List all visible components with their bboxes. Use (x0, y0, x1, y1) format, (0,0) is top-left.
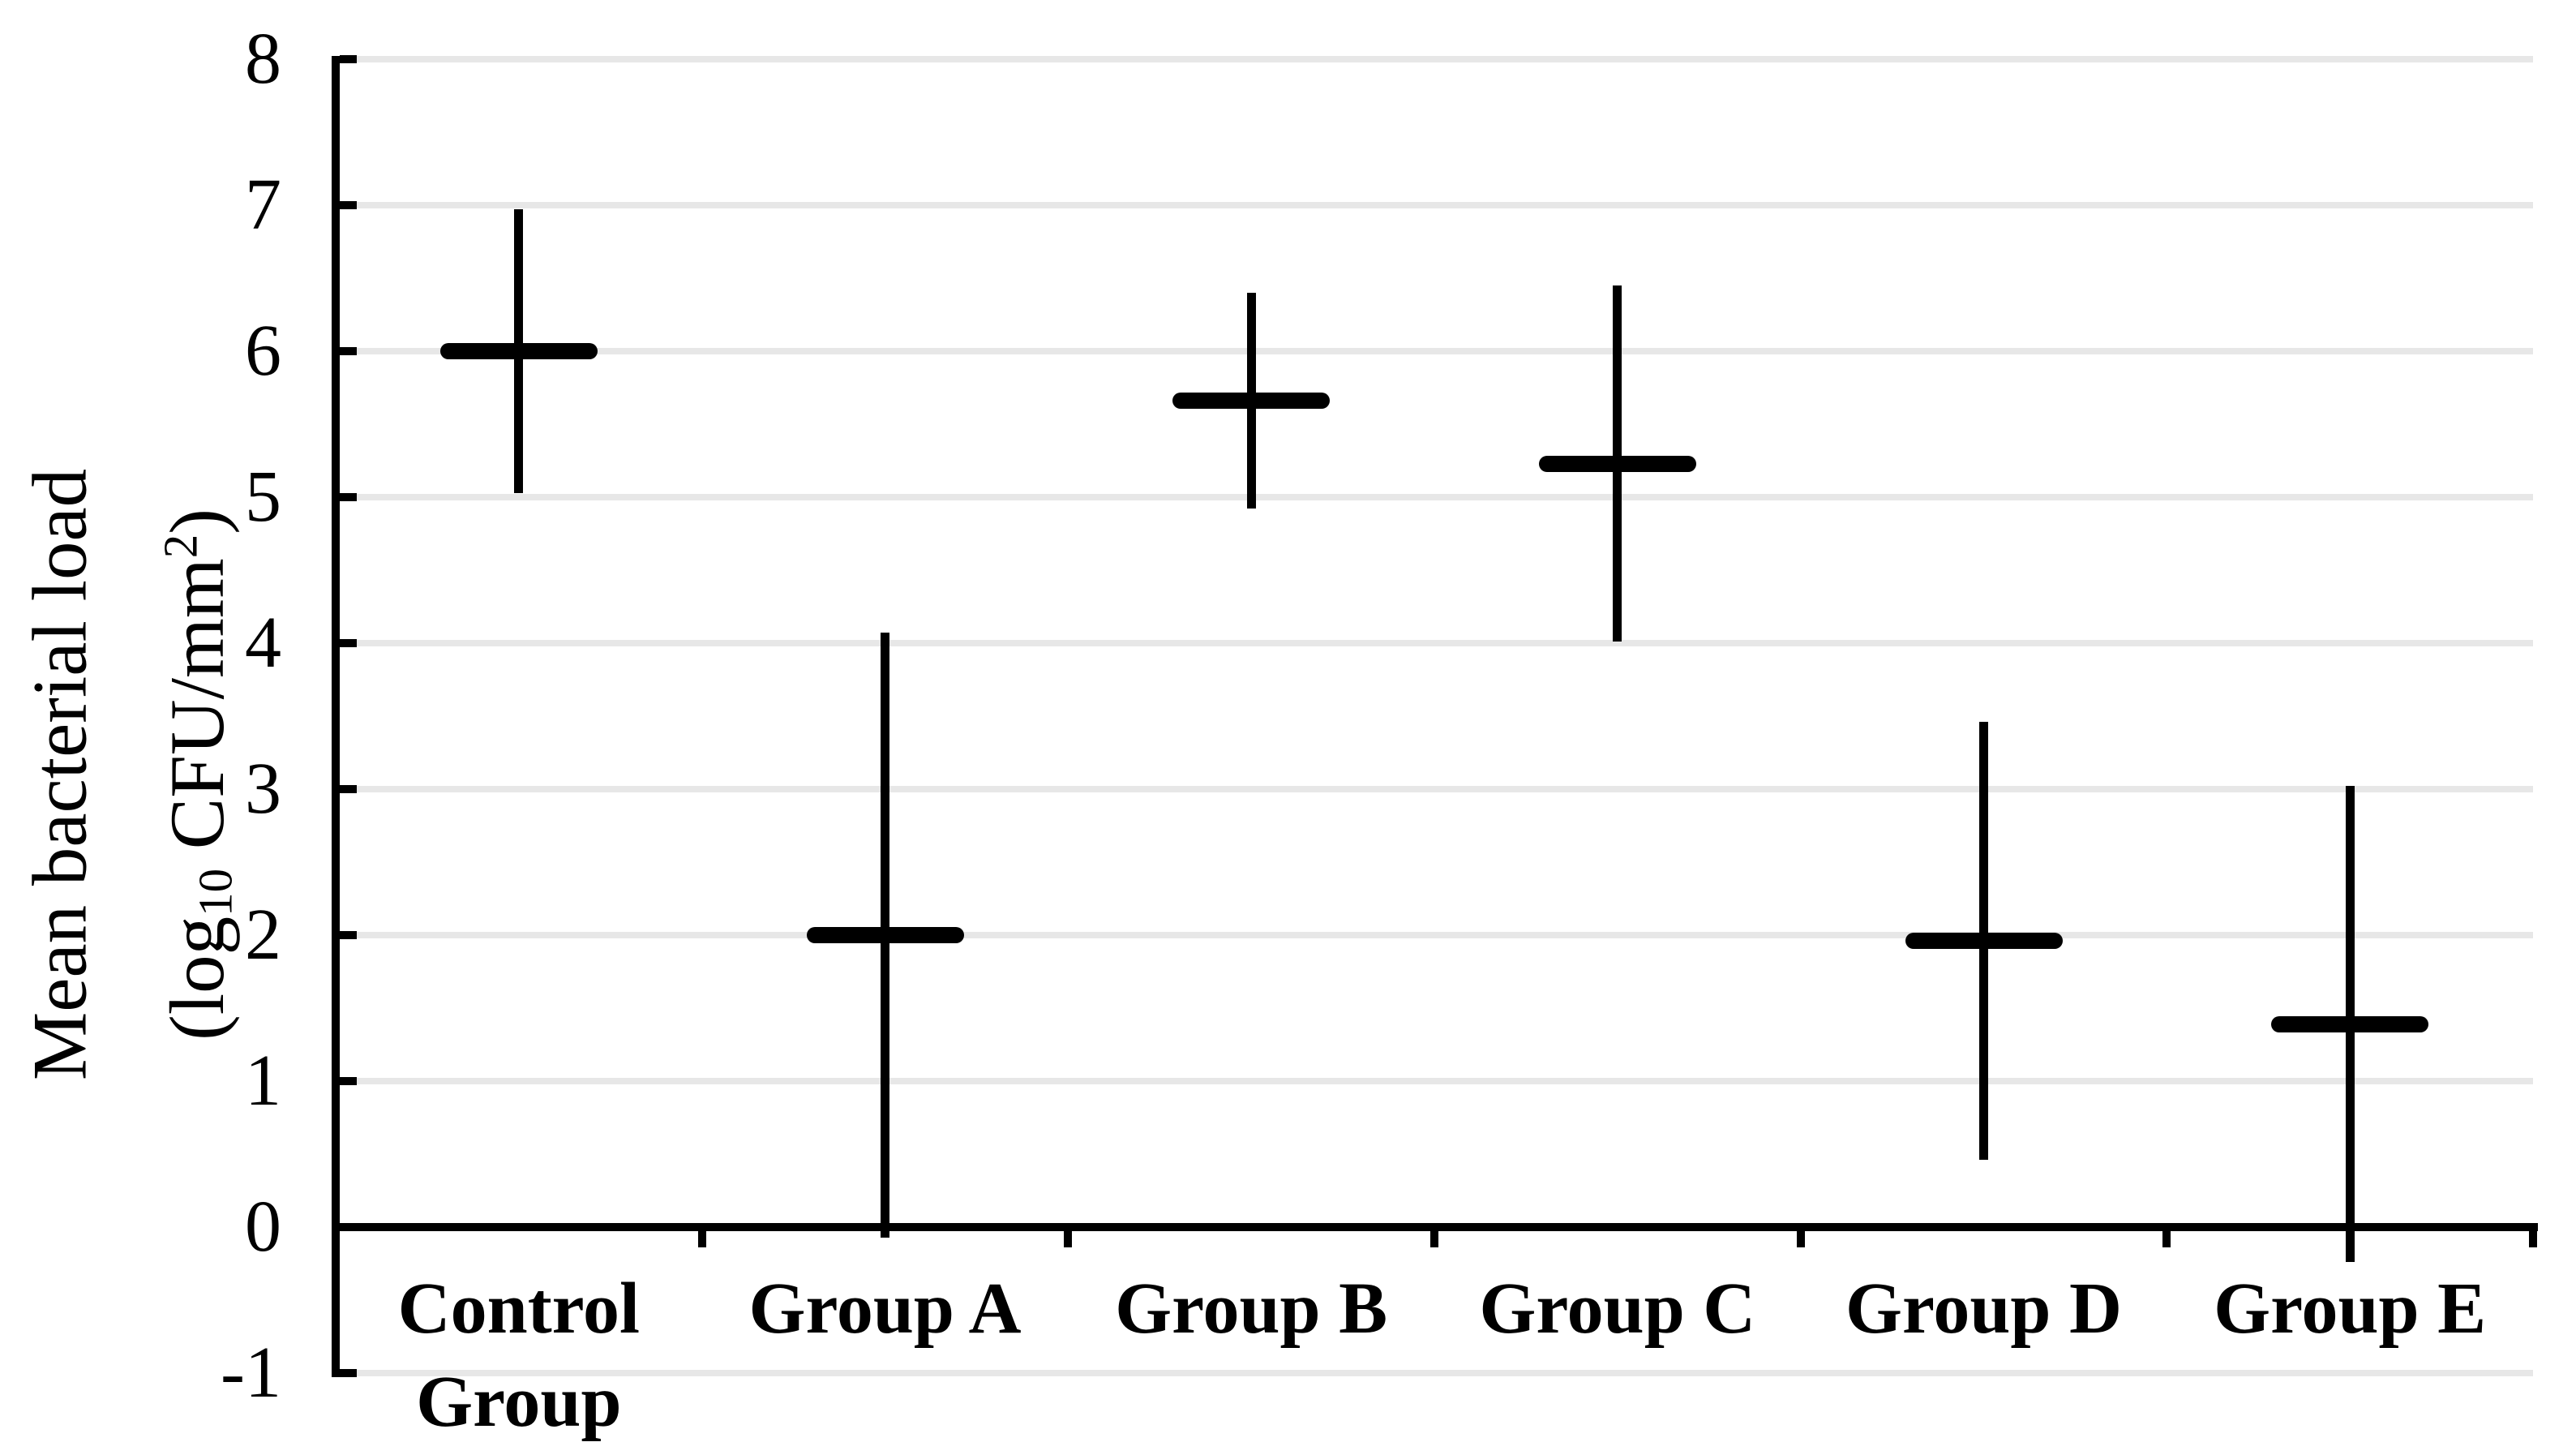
gridline (336, 1078, 2533, 1084)
y-tick (340, 1077, 357, 1085)
mean-marker (806, 927, 964, 943)
y-tick (340, 347, 357, 355)
gridline (336, 494, 2533, 500)
x-boundary-tick (1430, 1231, 1438, 1247)
x-boundary-tick (1064, 1231, 1073, 1247)
gridline (336, 1370, 2533, 1376)
y-axis-line (332, 56, 340, 1377)
y-tick (340, 639, 357, 647)
mean-marker (1905, 933, 2063, 950)
gridline (336, 202, 2533, 208)
mean-marker (1172, 393, 1331, 410)
y-tick-label: 7 (245, 165, 281, 245)
category-label: Group A (748, 1268, 1022, 1349)
y-tick-label: 3 (245, 749, 281, 829)
mean-marker (439, 343, 598, 359)
gridline (336, 348, 2533, 354)
y-tick-label: 5 (245, 457, 281, 537)
y-tick (340, 201, 357, 209)
category-label: Group E (2214, 1268, 2487, 1349)
category-label: Group D (1845, 1268, 2122, 1349)
x-boundary-tick (2529, 1231, 2537, 1247)
y-tick-label: 8 (245, 19, 281, 99)
category-label: Group C (1479, 1268, 1756, 1349)
y-tick-label: 0 (245, 1187, 281, 1267)
y-tick (340, 785, 357, 793)
mean-marker (1538, 455, 1696, 472)
x-boundary-tick (2162, 1231, 2171, 1247)
category-label: Control Group (397, 1268, 640, 1442)
y-tick (340, 1369, 357, 1377)
y-tick-label: 1 (245, 1041, 281, 1121)
y-tick-label: 6 (245, 311, 281, 391)
mean-marker (2271, 1015, 2429, 1032)
gridline (336, 786, 2533, 792)
y-tick-label: 2 (245, 895, 281, 975)
y-tick-label: 4 (245, 603, 281, 683)
gridline (336, 932, 2533, 938)
y-tick (340, 55, 357, 63)
x-boundary-tick (697, 1231, 706, 1247)
y-tick-label: -1 (221, 1333, 281, 1413)
x-axis-line (332, 1223, 2538, 1231)
y-tick (340, 931, 357, 939)
y-tick (340, 493, 357, 501)
y-tick (340, 1223, 357, 1231)
x-boundary-tick (1796, 1231, 1805, 1247)
category-label: Group B (1115, 1268, 1388, 1349)
gridline (336, 640, 2533, 646)
gridline (336, 56, 2533, 62)
